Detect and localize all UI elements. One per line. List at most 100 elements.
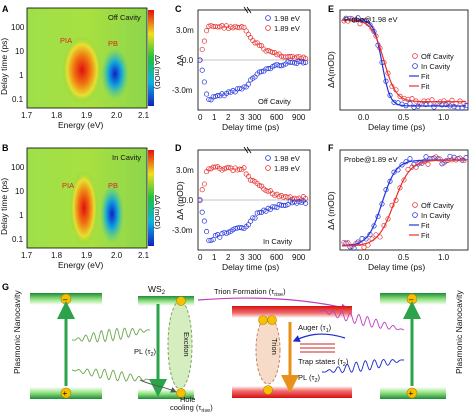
data-point: [199, 209, 205, 215]
data-point: [206, 96, 212, 103]
panel-e-frame: [339, 9, 469, 111]
x-tick: 900: [292, 253, 306, 262]
data-point: [204, 91, 210, 97]
x-tick: 2.0: [111, 251, 123, 260]
trion-upper-level: [232, 306, 352, 318]
legend-entry: 1.89 eV: [274, 164, 300, 173]
x-tick: 600: [270, 113, 284, 122]
ws2-label: WS2: [148, 284, 166, 296]
legend-entry: 1.98 eV: [274, 154, 300, 163]
x-tick: 1.9: [81, 111, 93, 120]
panel-a-colorbar-label: ΔA (mOD): [153, 55, 162, 90]
y-tick: -3.0m: [172, 86, 193, 95]
x-tick: 2: [226, 253, 231, 262]
trion-electron-icon: [258, 315, 268, 325]
data-point: [391, 169, 397, 175]
data-point: [217, 234, 223, 240]
panel-b-pia-feature: [70, 170, 98, 246]
plus-charge-icon: [406, 387, 418, 399]
data-point: [399, 162, 405, 168]
panel-b-condition: In Cavity: [112, 153, 141, 162]
data-point: [292, 60, 298, 66]
data-point: [215, 93, 221, 99]
data-point: [387, 178, 393, 184]
data-point: [278, 63, 284, 69]
legend-entry: 1.98 eV: [274, 14, 300, 23]
panel-a-pb-feature: [101, 48, 129, 100]
ws2-electron-icon: [176, 296, 186, 306]
panel-f-letter: F: [328, 143, 334, 153]
data-point: [300, 60, 306, 66]
x-tick: 0.5: [398, 113, 410, 122]
panel-b-pb: PB: [108, 181, 118, 190]
panel-a: A ΔA (mOD) Off Cavity PIA PB Energy (eV)…: [0, 4, 162, 130]
data-point: [443, 158, 449, 164]
data-point: [387, 92, 393, 98]
panel-c-series-189: [197, 22, 309, 63]
panel-b-letter: B: [2, 143, 9, 153]
data-point: [197, 197, 203, 203]
legend-entry: Off Cavity: [421, 52, 454, 61]
legend-entry: In Cavity: [421, 62, 450, 71]
data-point: [201, 181, 207, 187]
data-point: [274, 52, 280, 58]
trion-hole-icon: [263, 385, 273, 395]
data-point: [285, 194, 291, 200]
legend-entry: In Cavity: [421, 211, 450, 220]
panel-a-condition: Off Cavity: [108, 13, 141, 22]
panel-g-schematic: G – + Plasmonic Nanocavity WS2 Exciton P…: [2, 282, 464, 413]
auger-label: Auger (τ1): [298, 323, 332, 334]
data-point: [441, 98, 447, 104]
legend-marker: [265, 15, 271, 21]
data-point: [401, 177, 407, 183]
panel-a-pia-feature: [62, 36, 102, 104]
data-point: [361, 244, 367, 250]
panel-c-condition: Off Cavity: [258, 97, 291, 106]
data-point: [210, 94, 216, 100]
data-point: [272, 204, 278, 210]
data-point: [201, 38, 207, 44]
plus-charge-icon: [60, 387, 72, 399]
panel-d-xlabel: Delay time (ps): [222, 262, 279, 272]
x-tick: 2.1: [138, 111, 150, 120]
right-cavity-label: Plasmonic Nanocavity: [454, 290, 464, 374]
data-point: [259, 69, 265, 75]
data-point: [256, 182, 262, 188]
data-point: [197, 57, 203, 63]
x-tick: 3: [240, 253, 245, 262]
data-point: [377, 234, 383, 240]
data-point: [296, 58, 302, 64]
data-point: [204, 229, 210, 235]
left-cavity-label: Plasmonic Nanocavity: [12, 290, 22, 374]
data-point: [199, 187, 205, 193]
panel-b: B ΔA (mOD) In Cavity PIA PB Energy (eV) …: [0, 143, 162, 270]
data-point: [256, 42, 262, 49]
panel-f-xlabel: Delay time (ps): [368, 262, 425, 272]
panel-g-letter: G: [2, 282, 9, 292]
panel-d-ylabel: ΔA (mOD): [175, 181, 185, 220]
data-point: [423, 154, 429, 160]
panel-e: E Probe@1.98 eV Off Cavity In Cavity Fit…: [326, 4, 469, 132]
panel-a-xlabel: Energy (eV): [58, 120, 104, 130]
y-tick: 100: [11, 23, 25, 32]
data-point: [237, 85, 243, 91]
data-point: [204, 28, 210, 34]
panel-a-colorbar: [148, 10, 154, 106]
legend-marker: [412, 63, 418, 69]
legend-entry: Off Cavity: [421, 201, 454, 210]
data-point: [237, 166, 243, 172]
data-point: [199, 67, 205, 73]
panel-e-letter: E: [328, 4, 334, 14]
y-tick: 10: [15, 187, 24, 196]
x-tick: 1.8: [51, 111, 63, 120]
trion-formation-arrow: [197, 297, 349, 311]
panel-c-xlabel: Delay time (ps): [222, 122, 279, 132]
y-tick: 100: [11, 163, 25, 172]
x-tick: 300: [248, 253, 262, 262]
panel-f-frame: [339, 149, 469, 251]
legend-entry: Fit: [421, 221, 430, 230]
panel-f: F Probe@1.89 eV Off Cavity In Cavity Fit…: [326, 143, 469, 272]
data-point: [363, 236, 369, 242]
legend-entry: Fit: [421, 82, 430, 91]
